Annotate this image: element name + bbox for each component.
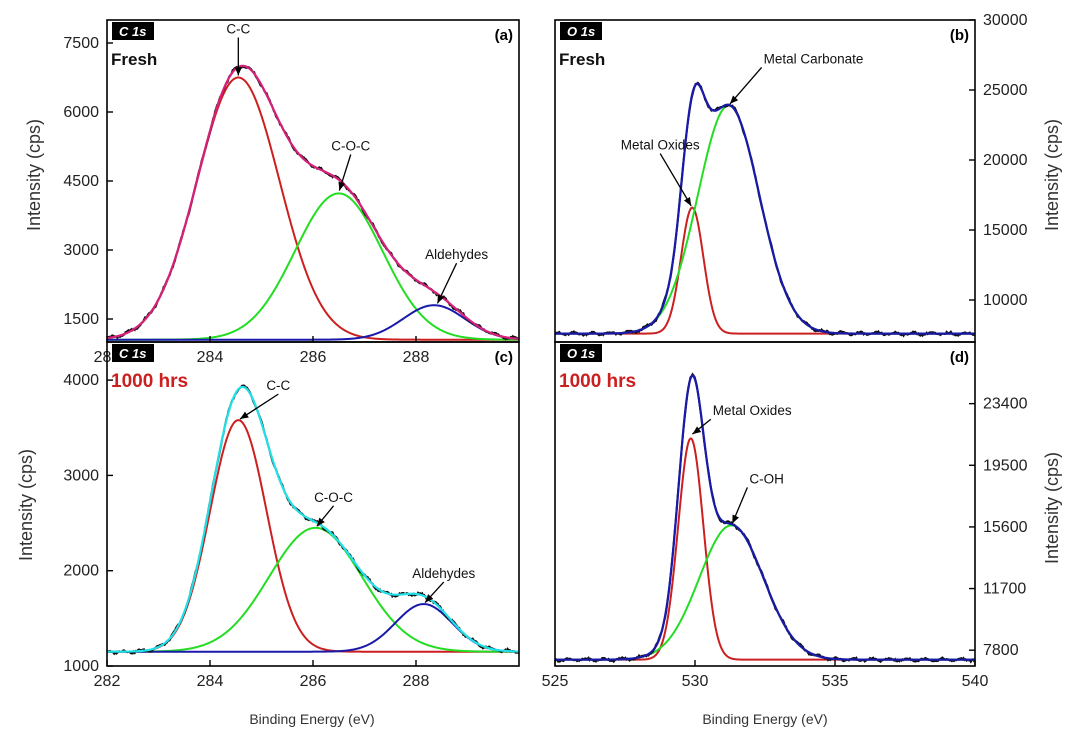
y-tick-label: 7800 — [983, 642, 1019, 659]
annotation-c-o-c: C-O-C — [331, 139, 370, 191]
annotation-metal-carbonate: Metal Carbonate — [729, 51, 864, 105]
peak-c-o-c — [107, 526, 519, 653]
y-tick-label: 3000 — [63, 242, 99, 259]
spectrum-chip — [112, 344, 154, 362]
envelope — [555, 82, 975, 335]
y-tick-label: 6000 — [63, 104, 99, 121]
y-tick-label: 25000 — [983, 82, 1028, 99]
y-tick-label: 30000 — [983, 12, 1028, 29]
annotation-text: C-O-C — [331, 139, 370, 154]
y-tick-label: 19500 — [983, 457, 1028, 474]
y-tick-label: 1500 — [63, 311, 99, 328]
panel-b: 10000 15000 20000 25000 30000 O 1s Fresh (b) Met… — [554, 12, 1028, 343]
annotation-metal-oxides: Metal Oxides — [621, 138, 700, 207]
plot-area — [555, 372, 975, 664]
plot-frame — [554, 341, 976, 667]
annotation-aldehydes: Aldehydes — [412, 566, 475, 604]
xlabel-right: Binding Energy (eV) — [702, 711, 827, 727]
panel-letter: (c) — [495, 349, 513, 366]
x-tick-label: 286 — [300, 349, 327, 366]
y-tick-label: 1000 — [63, 658, 99, 675]
annotation-arrow-head — [425, 594, 434, 603]
x-tick-label: 540 — [962, 673, 989, 690]
spectrum-chip — [560, 22, 602, 40]
x-tick-label: 530 — [682, 673, 709, 690]
x-tick-label: 535 — [822, 673, 849, 690]
y-tick-label: 3000 — [63, 467, 99, 484]
x-tick-label: 282 — [94, 673, 121, 690]
x-tick-label: 284 — [197, 673, 224, 690]
spectrum-chip — [112, 22, 154, 40]
x-tick-label: 286 — [300, 673, 327, 690]
x-tick-label: 288 — [403, 349, 430, 366]
annotation-arrow-head — [316, 517, 325, 527]
sample-label: 1000 hrs — [111, 371, 188, 392]
panels-group: 1500 3000 4500 6000 7500 282 284 286 288 C 1s Fres… — [63, 12, 1027, 690]
y-tick-label: 4500 — [63, 173, 99, 190]
spectrum-label: C 1s — [119, 346, 146, 361]
ylabel-right-top: Intensity (cps) — [1042, 119, 1062, 231]
annotation-text: C-C — [226, 22, 250, 37]
annotation-arrow-head — [732, 514, 739, 524]
y-tick-label: 11700 — [983, 581, 1026, 598]
envelope — [107, 64, 519, 340]
annotation-c-c: C-C — [226, 22, 251, 76]
plot-area — [107, 384, 519, 656]
x-tick-label: 525 — [542, 673, 569, 690]
y-tick-label: 15600 — [983, 519, 1028, 536]
y-tick-label: 7500 — [63, 35, 99, 52]
y-tick-label: 15000 — [983, 222, 1028, 239]
annotation-text: C-O-C — [314, 490, 353, 505]
annotation-arrow-head — [729, 95, 739, 104]
annotation-arrow-head — [234, 67, 242, 76]
annotation-text: Metal Carbonate — [764, 51, 864, 66]
ylabel-right-bottom: Intensity (cps) — [1042, 452, 1062, 564]
spectrum-label: C 1s — [119, 24, 146, 39]
annotation-text: Aldehydes — [412, 566, 475, 581]
envelope — [555, 374, 975, 661]
ylabel-left-top: Intensity (cps) — [24, 119, 44, 231]
annotation-text: C-OH — [749, 471, 784, 486]
annotation-arrow-head — [683, 196, 692, 206]
spectrum-label: O 1s — [567, 346, 595, 361]
y-tick-label: 20000 — [983, 152, 1028, 169]
spectrum-label: O 1s — [567, 24, 595, 39]
plot-area — [555, 81, 975, 338]
sample-label: Fresh — [559, 50, 605, 69]
panel-letter: (a) — [495, 27, 513, 44]
xlabel-left: Binding Energy (eV) — [249, 711, 374, 727]
ylabel-left-bottom: Intensity (cps) — [16, 449, 36, 561]
annotation-c-o-c: C-O-C — [314, 490, 353, 527]
annotation-text: Metal Oxides — [621, 138, 700, 153]
annotation-arrow-head — [437, 294, 445, 304]
annotation-arrow-head — [692, 426, 702, 435]
y-tick-label: 4000 — [63, 372, 99, 389]
panel-d: 7800 11700 15600 19500 23400 525 530 535 540 O 1s… — [542, 341, 1028, 690]
annotation-aldehydes: Aldehydes — [425, 247, 488, 304]
annotation-arrow-line — [659, 153, 692, 207]
annotation-metal-oxides: Metal Oxides — [692, 403, 792, 435]
annotation-arrow-head — [240, 411, 249, 420]
annotation-text: Aldehydes — [425, 247, 488, 262]
sample-label: Fresh — [111, 50, 157, 69]
envelope — [107, 385, 519, 653]
sample-label: 1000 hrs — [559, 371, 636, 392]
x-tick-label: 284 — [197, 349, 224, 366]
y-tick-label: 2000 — [63, 563, 99, 580]
spectrum-chip — [560, 344, 602, 362]
annotation-arrow-head — [338, 181, 346, 191]
annotation-text: Metal Oxides — [713, 403, 792, 418]
panel-letter: (b) — [950, 27, 969, 44]
panel-letter: (d) — [950, 349, 969, 366]
annotation-text: C-C — [266, 378, 290, 393]
x-tick-label: 288 — [403, 673, 430, 690]
annotation-c-c: C-C — [239, 378, 291, 420]
y-tick-label: 10000 — [983, 292, 1028, 309]
annotation-c-oh: C-OH — [731, 471, 784, 524]
y-tick-label: 23400 — [983, 396, 1028, 413]
panel-c: 1000 2000 3000 4000 282 284 286 288 C 1s 1000 hrs… — [63, 341, 520, 690]
